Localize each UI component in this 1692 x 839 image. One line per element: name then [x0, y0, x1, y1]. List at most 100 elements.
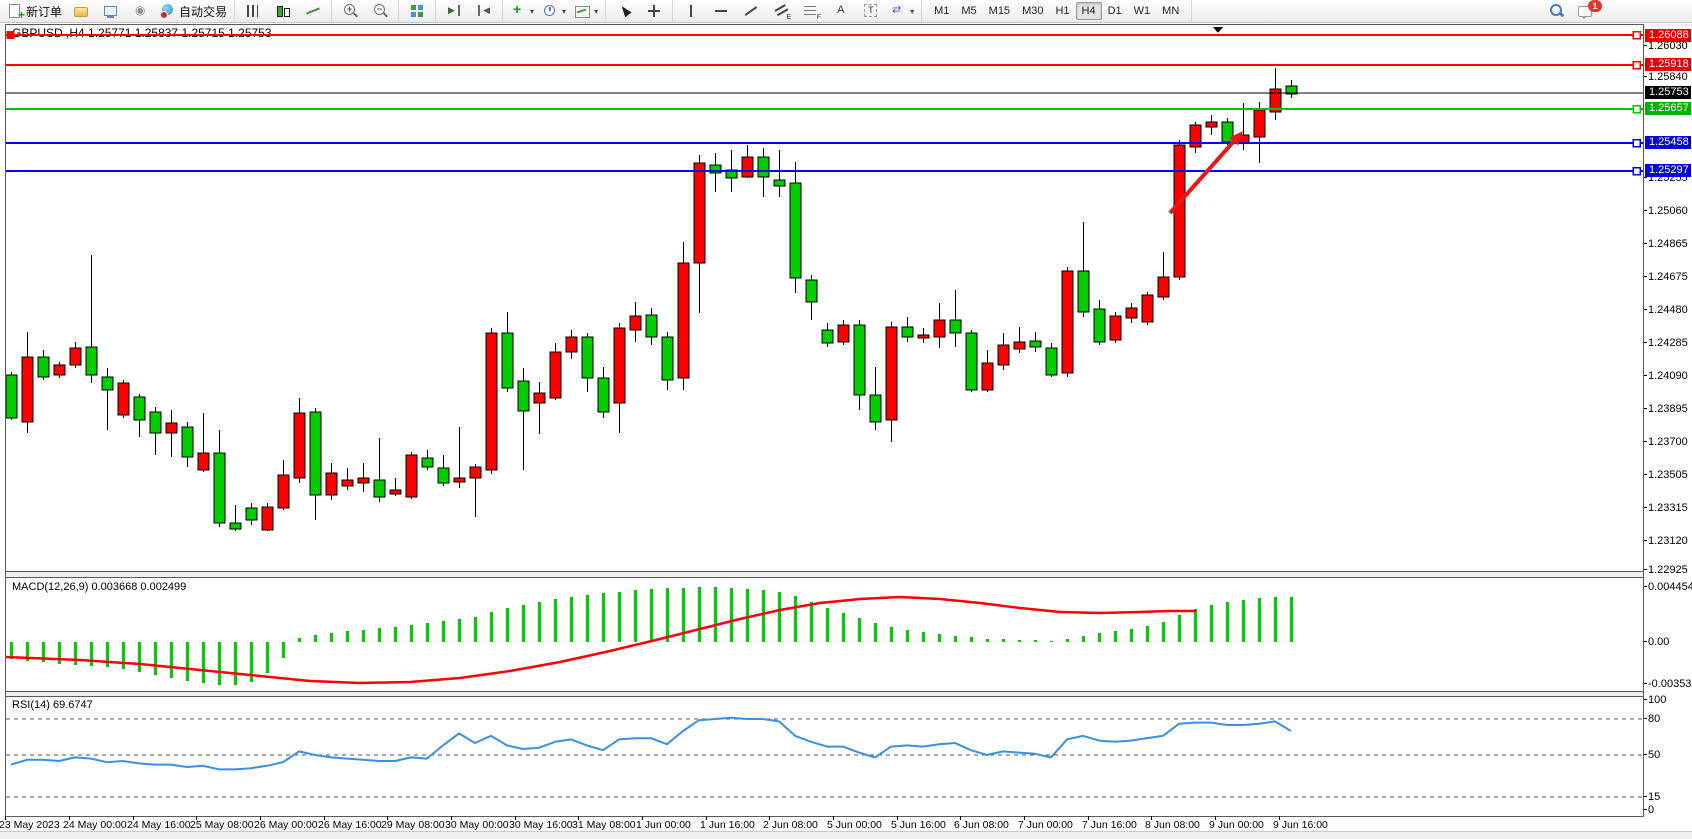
time-tick-label: 1 Jun 16:00	[700, 819, 755, 831]
time-tick-label: 31 May 08:00	[572, 819, 636, 831]
candle-bull	[277, 474, 290, 509]
line-handle[interactable]	[1632, 104, 1641, 114]
timeframe-button-h1[interactable]: H1	[1055, 5, 1070, 17]
toolbar-group: 新订单 自动交易	[0, 0, 236, 22]
auto-scroll-button[interactable]	[439, 0, 469, 22]
horizontal-line-button[interactable]	[706, 0, 736, 22]
line-handle[interactable]	[6, 31, 15, 39]
timeframe-button-h4[interactable]: H4	[1075, 2, 1102, 20]
toolbar-group	[235, 0, 333, 22]
candle-bull	[117, 382, 130, 416]
trendline-button[interactable]	[736, 0, 766, 22]
channel-button[interactable]	[766, 0, 796, 22]
candle-bear	[213, 452, 226, 524]
periods-button[interactable]: ▾	[538, 0, 570, 22]
timeframe-button-m30[interactable]: M30	[1022, 5, 1044, 17]
cursor-button[interactable]	[609, 0, 639, 22]
candle-bear	[245, 507, 258, 521]
candle-bear	[709, 164, 722, 174]
candle-bear	[1029, 340, 1042, 348]
search-button[interactable]	[1541, 0, 1571, 22]
line-handle[interactable]	[1632, 166, 1641, 176]
time-axis[interactable]: 23 May 2023 24 May 00:00 24 May 16:00 25 Ma…	[0, 816, 1643, 831]
timeframe-button-mn[interactable]: MN	[1162, 5, 1180, 17]
fibonacci-button[interactable]	[796, 0, 826, 22]
candle-bear	[757, 156, 770, 178]
candle-bull	[533, 392, 546, 404]
line-handle[interactable]	[1632, 138, 1641, 148]
time-tick-label: 7 Jun 00:00	[1018, 819, 1073, 831]
candle-bull	[1109, 315, 1122, 341]
candle-bull	[565, 336, 578, 353]
price-tick-label: 1.24675	[1644, 271, 1688, 283]
text-button[interactable]	[826, 0, 856, 22]
macd-pane[interactable]: MACD(12,26,9) 0.003668 0.002499	[6, 578, 1643, 691]
notifications-button[interactable]: 1	[1571, 0, 1602, 22]
shift-icon	[476, 4, 492, 18]
scroll-end-icon	[446, 4, 462, 18]
timeframe-button-d1[interactable]: D1	[1107, 5, 1122, 17]
zoom-out-button[interactable]	[365, 0, 395, 22]
line-handle[interactable]	[1632, 60, 1641, 70]
chevron-down-icon: ▾	[530, 6, 535, 16]
text-label-button[interactable]	[856, 0, 886, 22]
arrow-object-head[interactable]	[1229, 131, 1243, 146]
timeframe-button-m5[interactable]: M5	[961, 5, 977, 17]
pane-divider[interactable]	[5, 577, 1644, 578]
text-a-icon	[833, 4, 849, 18]
tile-windows-button[interactable]	[402, 0, 432, 22]
macd-axis-label: -0.003533	[1644, 678, 1692, 690]
candle-bear	[181, 426, 194, 458]
price-line-label: 1.25458	[1645, 136, 1691, 149]
signals-button[interactable]	[126, 0, 156, 22]
chart-shift-button[interactable]	[469, 0, 499, 22]
main-chart-pane[interactable]: GBPUSD ,H4 1.25771 1.25837 1.25715 1.257…	[6, 25, 1643, 571]
candle-bull	[485, 332, 498, 471]
template-icon	[574, 4, 591, 18]
line-handle[interactable]	[1632, 30, 1641, 40]
time-tick-label: 2 Jun 08:00	[763, 819, 818, 831]
autotrade-button[interactable]: 自动交易	[156, 0, 231, 22]
candle-bear	[901, 326, 914, 338]
bar-chart-button[interactable]	[238, 0, 268, 22]
price-axis[interactable]: 1.26030 1.25840 1.25255 1.25060 1.24865 1.246…	[1643, 24, 1692, 831]
toolbar-right-group: 1	[1538, 0, 1604, 22]
arrow-object[interactable]	[1168, 140, 1236, 215]
hline-icon	[713, 4, 729, 18]
candle-bull	[1173, 144, 1186, 278]
arrows-button[interactable]: ▾	[886, 0, 918, 22]
candle-bear	[437, 467, 450, 484]
pane-divider[interactable]	[5, 691, 1644, 692]
timeframe-button-m1[interactable]: M1	[934, 5, 950, 17]
templates-button[interactable]: ▾	[570, 0, 602, 22]
candle-bull	[357, 477, 370, 484]
time-tick	[578, 816, 579, 820]
candle-bear	[821, 329, 834, 344]
time-tick	[960, 816, 961, 820]
zoom-in-button[interactable]	[335, 0, 365, 22]
time-tick-label: 24 May 00:00	[63, 819, 127, 831]
timeframe-button-w1[interactable]: W1	[1133, 5, 1151, 17]
pane-divider[interactable]	[5, 696, 1644, 697]
indicators-button[interactable]: ▾	[506, 0, 538, 22]
monitor-blue-icon	[103, 4, 119, 18]
candle-chart-button[interactable]	[268, 0, 298, 22]
chart-shift-marker[interactable]	[1213, 27, 1223, 33]
line-chart-button[interactable]	[298, 0, 328, 22]
pane-divider[interactable]	[5, 571, 1644, 572]
time-tick	[1215, 816, 1216, 820]
crosshair-button[interactable]	[639, 0, 669, 22]
market-watch-button[interactable]	[96, 0, 126, 22]
rsi-pane[interactable]: RSI(14) 69.6747	[6, 697, 1643, 816]
candle-bull	[389, 489, 402, 495]
vertical-line-button[interactable]	[676, 0, 706, 22]
status-strip	[0, 831, 1692, 839]
timeframe-button-m15[interactable]: M15	[988, 5, 1011, 17]
pane-divider-gap[interactable]	[6, 572, 1643, 577]
plus-green-icon	[510, 1, 526, 18]
new-order-button[interactable]: 新订单	[3, 0, 66, 22]
candle-bear	[949, 319, 962, 334]
pane-divider-gap[interactable]	[6, 692, 1643, 696]
time-tick	[387, 816, 388, 820]
profiles-button[interactable]	[66, 0, 96, 22]
